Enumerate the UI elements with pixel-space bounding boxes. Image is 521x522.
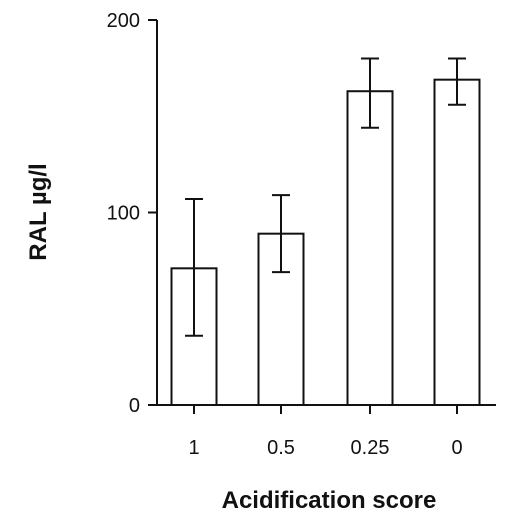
error-bar [272, 194, 290, 274]
bar [346, 90, 394, 406]
x-axis: 1 0.5 0.25 0 [157, 404, 496, 459]
error-bar [361, 57, 379, 129]
y-axis-title: RAL µg/l [25, 163, 52, 260]
bar [433, 78, 481, 407]
y-tick-label: 200 [107, 10, 140, 32]
error-bar [448, 57, 466, 106]
y-tick-label: 100 [107, 203, 140, 225]
bars [170, 78, 481, 407]
y-tick-label: 0 [129, 395, 140, 417]
error-bars [185, 57, 466, 337]
x-tick-label: 1 [188, 437, 199, 459]
error-bar [185, 198, 203, 337]
x-tick-label: 0 [451, 437, 462, 459]
x-tick-label: 0.25 [351, 437, 390, 459]
x-tick-label: 0.5 [267, 437, 295, 459]
y-axis: 0 100 200 [107, 10, 158, 417]
x-axis-title: Acidification score [222, 487, 437, 514]
